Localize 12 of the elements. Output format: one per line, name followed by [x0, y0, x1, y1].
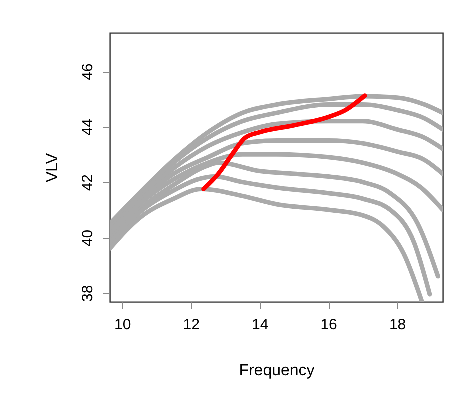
y-axis-title: VLV [44, 153, 62, 183]
y-tick-label: 38 [80, 285, 96, 302]
y-tick-label: 42 [80, 174, 96, 192]
x-axis-title: Frequency [239, 362, 315, 380]
y-tick-label: 40 [80, 230, 96, 247]
y-tick-label: 46 [80, 64, 96, 80]
x-tick-label: 18 [389, 316, 406, 334]
x-tick-label: 12 [183, 316, 200, 334]
x-tick-label: 10 [114, 316, 132, 334]
x-tick-label: 14 [252, 316, 269, 334]
y-tick-label: 44 [80, 119, 96, 136]
x-tick-label: 16 [320, 316, 338, 334]
